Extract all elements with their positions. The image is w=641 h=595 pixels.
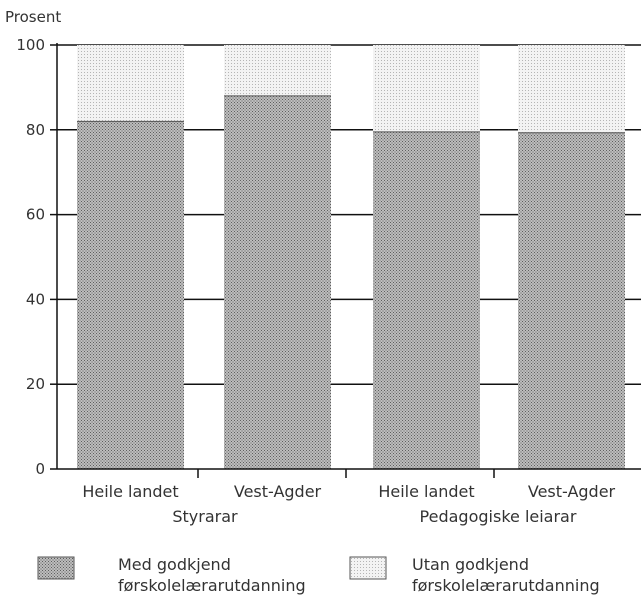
legend-label-line1: Utan godkjend (412, 555, 529, 574)
y-tick-label: 20 (26, 375, 45, 393)
legend-label-line2: førskolelærarutdanning (412, 576, 600, 595)
bar-utan-1 (224, 45, 331, 96)
bar-med-1 (224, 95, 331, 469)
group-label: Styrarar (172, 507, 238, 526)
category-label: Vest-Agder (528, 482, 616, 501)
y-tick-label: 60 (26, 206, 45, 224)
category-label: Vest-Agder (234, 482, 322, 501)
bar-utan-2 (373, 45, 480, 132)
y-tick-label: 40 (26, 290, 45, 308)
group-label: Pedagogiske leiarar (420, 507, 577, 526)
y-tick-label: 80 (26, 121, 45, 139)
y-tick-label: 0 (35, 460, 45, 478)
bar-med-3 (518, 132, 625, 469)
bar-utan-0 (77, 45, 184, 122)
bar-med-2 (373, 131, 480, 470)
legend-swatch-med (37, 556, 75, 580)
bar-utan-3 (518, 45, 625, 133)
category-label: Heile landet (378, 482, 474, 501)
y-axis-label: Prosent (5, 8, 61, 26)
legend-label-line1: Med godkjend (118, 555, 231, 574)
legend-label-line2: førskolelærarutdanning (118, 576, 306, 595)
bar-med-0 (77, 121, 184, 469)
y-tick-label: 100 (16, 36, 45, 54)
legend-swatch-utan (349, 556, 387, 580)
category-label: Heile landet (82, 482, 178, 501)
